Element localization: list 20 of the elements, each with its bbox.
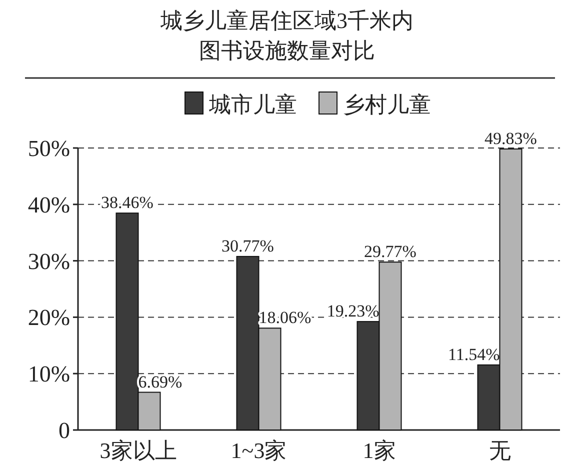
data-label: 49.83% xyxy=(484,128,537,148)
data-label: 11.54% xyxy=(448,344,500,364)
chart-title: 城乡儿童居住区域3千米内 xyxy=(160,8,414,33)
data-label: 29.77% xyxy=(364,242,416,262)
y-tick-label: 40% xyxy=(28,192,70,218)
data-label: 6.69% xyxy=(138,372,182,392)
y-tick-label: 0 xyxy=(58,418,70,443)
legend-label: 乡村儿童 xyxy=(343,92,431,117)
data-label: 19.23% xyxy=(326,302,380,321)
x-tick-label: 1~3家 xyxy=(230,438,287,463)
y-tick-label: 30% xyxy=(28,248,70,274)
chart-subtitle: 图书设施数量对比 xyxy=(199,38,375,63)
x-tick-label: 1家 xyxy=(362,438,396,463)
legend-label: 城市儿童 xyxy=(208,92,297,117)
y-tick-label: 10% xyxy=(28,362,70,387)
y-tick-label: 50% xyxy=(28,136,70,161)
x-tick-label: 无 xyxy=(488,438,511,463)
y-tick-label: 20% xyxy=(28,305,70,330)
x-tick-label: 3家以上 xyxy=(100,438,177,463)
data-label: 30.77% xyxy=(222,236,274,256)
